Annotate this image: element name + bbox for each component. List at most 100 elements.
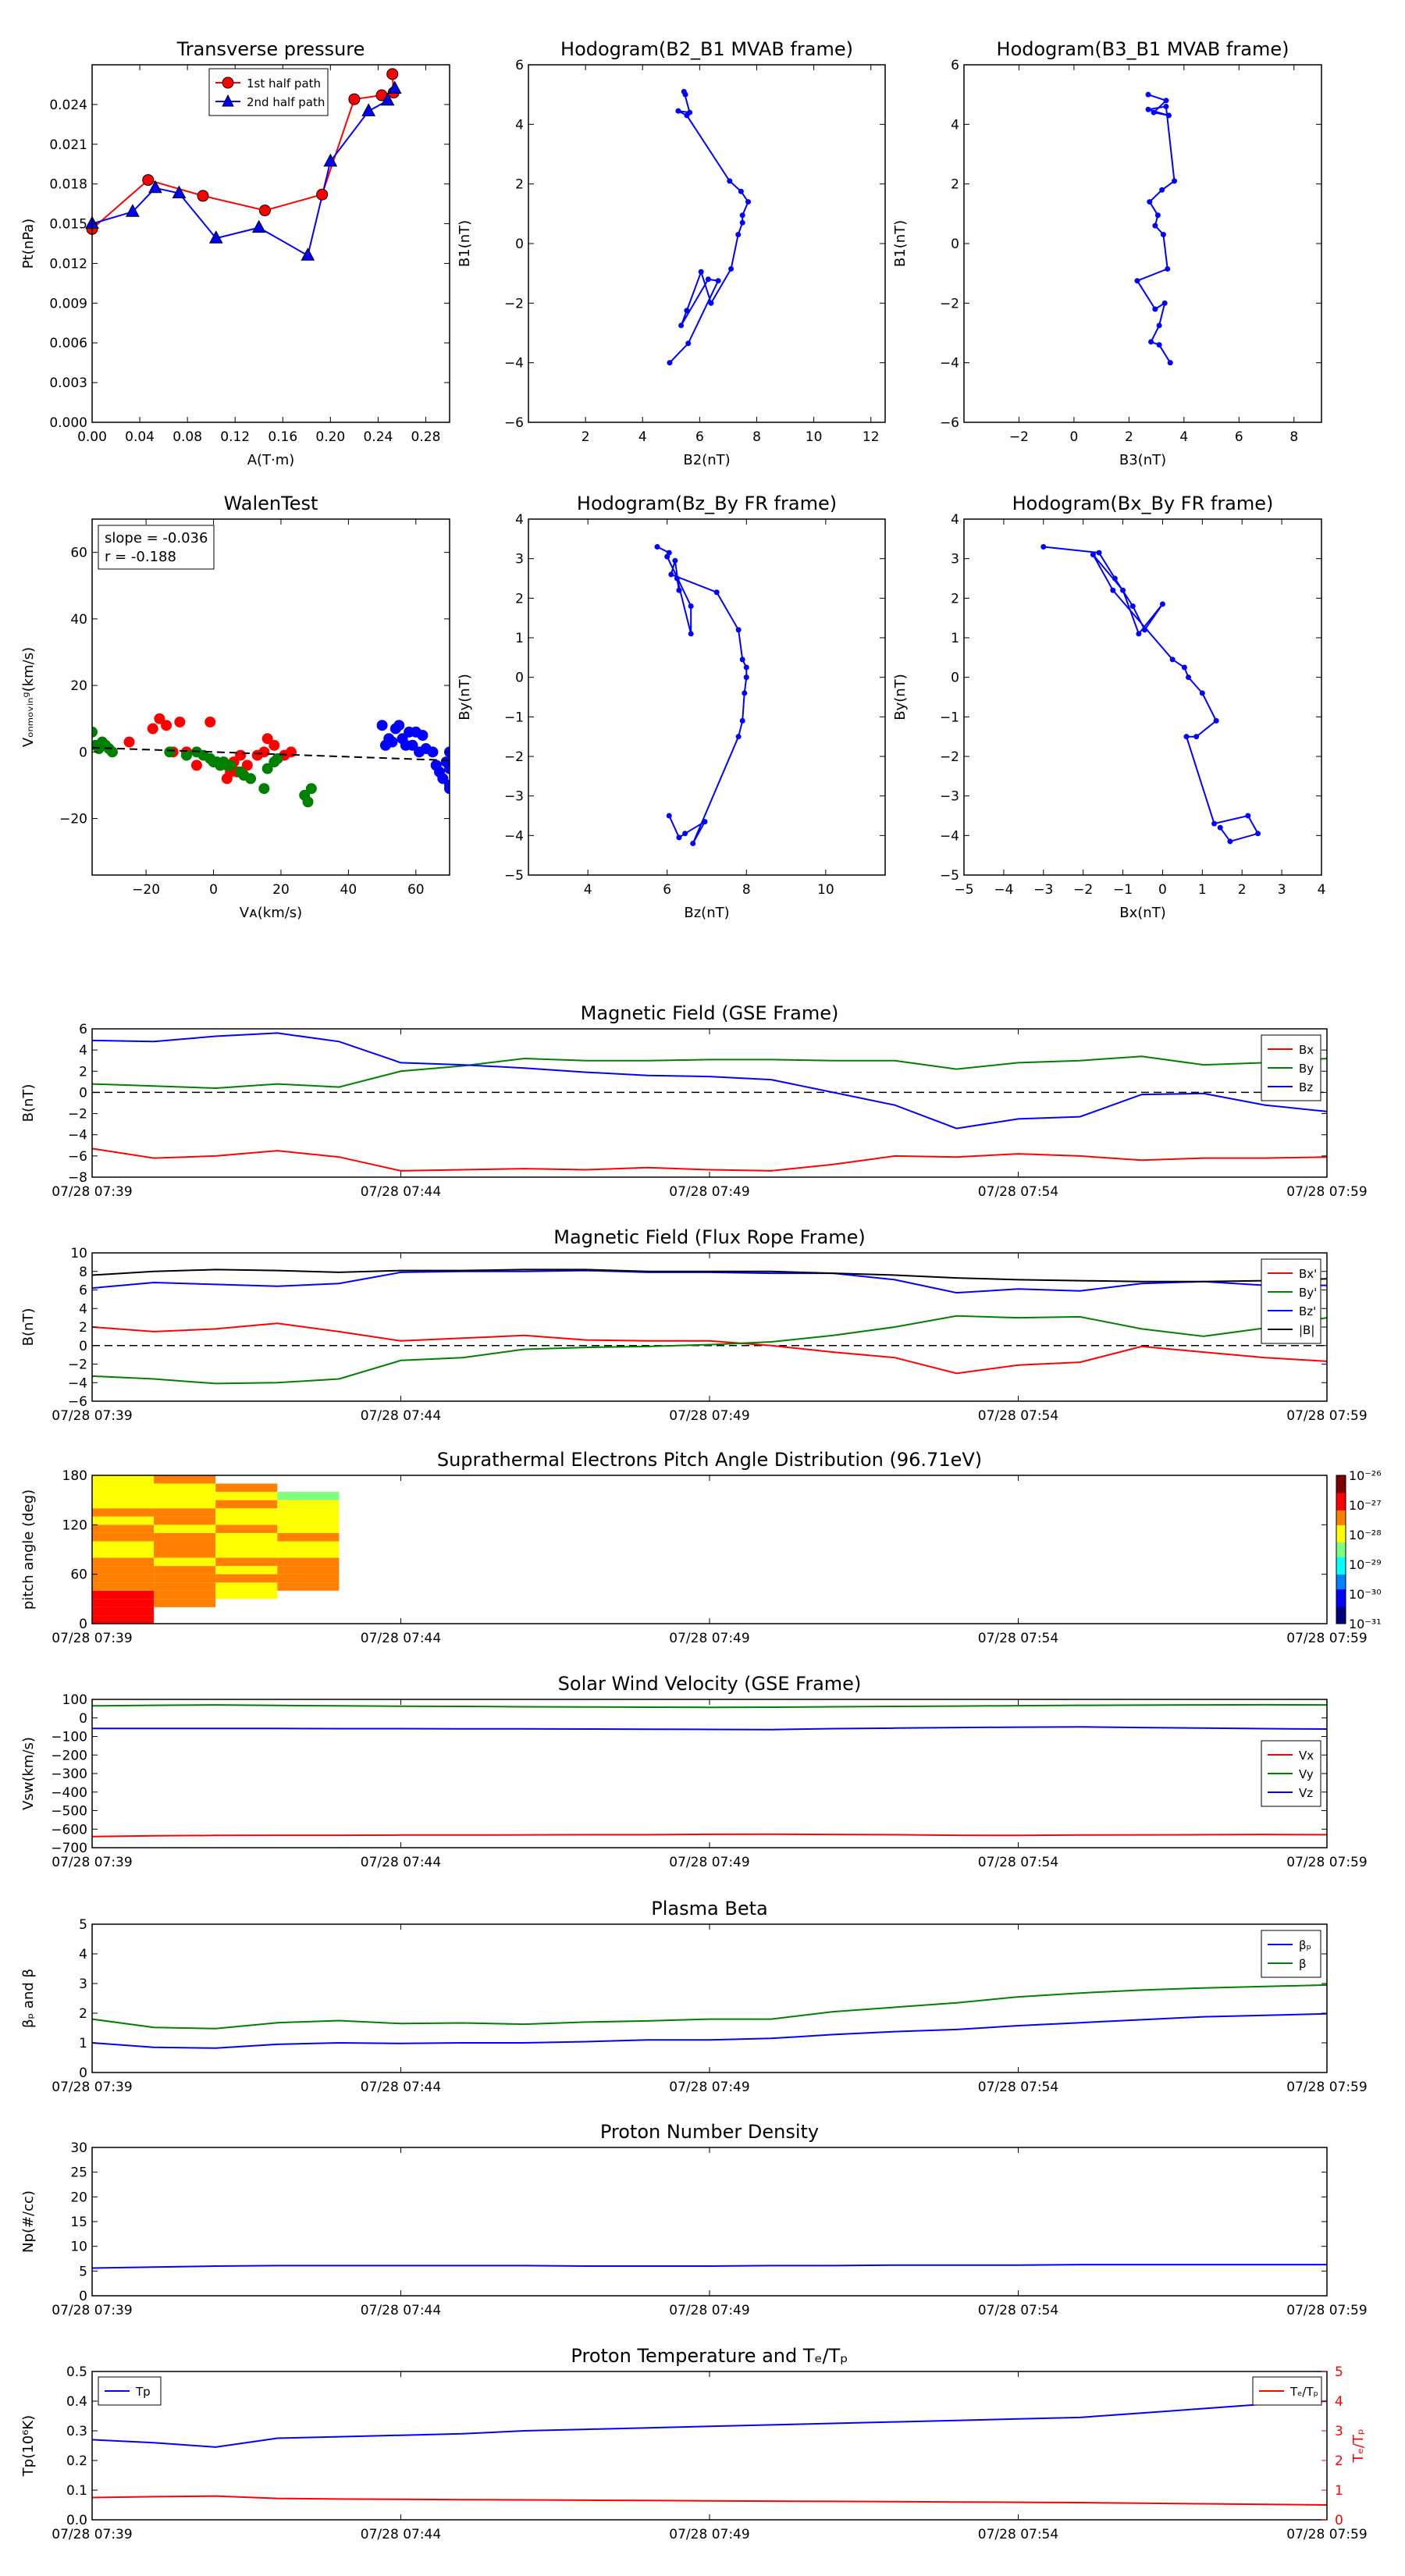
data-point	[713, 589, 720, 596]
data-point	[1156, 342, 1162, 348]
heatmap-cell	[215, 1590, 278, 1599]
data-point	[688, 603, 694, 609]
data-point	[1217, 824, 1223, 831]
time-tick-label: 07/28 07:49	[669, 2303, 749, 2318]
scatter-point	[261, 733, 273, 745]
heatmap-cell	[92, 1615, 155, 1624]
colorbar-cell	[1336, 1567, 1346, 1570]
colorbar-cell	[1336, 1482, 1346, 1486]
heatmap-cell	[92, 1590, 155, 1599]
colorbar-cell	[1336, 1532, 1346, 1535]
panel-np: Proton Number Density 0 5 10 15 20 25 30 07/28 0…	[20, 2121, 1368, 2318]
data-marker	[301, 247, 315, 261]
colorbar-cell	[1336, 1490, 1346, 1493]
data-point	[1255, 831, 1261, 837]
y-axis-label: By(nT)	[457, 674, 473, 720]
series-line-Bz'	[92, 1269, 1327, 1294]
time-tick-label: 07/28 07:49	[669, 1631, 749, 1646]
y-tick-label: −2	[940, 296, 959, 311]
colorbar-cell	[1336, 1478, 1346, 1481]
data-point	[742, 690, 748, 696]
y-tick-label: 4	[79, 1043, 87, 1059]
y-tick-label: 0.2	[66, 2453, 87, 2469]
y-tick-label: 0.000	[49, 415, 87, 431]
data-point	[1181, 664, 1187, 671]
y-tick-label: −1	[940, 710, 959, 725]
heatmap-cell	[215, 1508, 278, 1517]
y-tick-label: 25	[70, 2165, 87, 2181]
annotation-box	[98, 525, 215, 570]
x-axis-label: Bz(nT)	[684, 905, 729, 921]
data-point	[702, 819, 708, 825]
x-tick-label: 2	[1125, 429, 1133, 445]
plot-area	[92, 1703, 1327, 1838]
x-tick-label: 8	[1289, 429, 1298, 445]
heatmap-cell	[92, 1599, 155, 1607]
y-axis-label: Vₒₙₘₒᵥᵢₙᵍ(km/s)	[20, 647, 37, 747]
plot-frame	[91, 1028, 1328, 1178]
data-point	[738, 188, 744, 194]
y-tick-label: 6	[515, 58, 524, 73]
heatmap-cell	[154, 1516, 216, 1525]
plot-area	[92, 1984, 1327, 2049]
chart-title: Plasma Beta	[651, 1898, 767, 1920]
y-tick-label: −4	[940, 356, 959, 372]
y-tick-label: 0	[515, 671, 524, 686]
x-tick-label: 12	[863, 429, 880, 445]
time-tick-label: 07/28 07:54	[978, 2303, 1058, 2318]
y-axis-label: Tp(10⁶K)	[20, 2415, 37, 2477]
y-tick-label: 0	[79, 1085, 87, 1101]
colorbar-label: 10⁻²⁸	[1349, 1528, 1382, 1542]
scatter-point	[285, 746, 297, 758]
data-point	[1165, 112, 1172, 119]
data-point	[698, 269, 704, 275]
heatmap-cell	[92, 1492, 155, 1500]
y-tick-label: 10	[70, 1246, 87, 1261]
series-line-0	[1136, 94, 1176, 364]
colorbar-cell	[1336, 1485, 1346, 1489]
heatmap-cell	[92, 1566, 155, 1574]
y-tick-label: 0.3	[66, 2424, 87, 2439]
colorbar-cell	[1336, 1527, 1346, 1531]
colorbar-label: 10⁻²⁶	[1349, 1468, 1382, 1483]
y-tick-label: 0.021	[49, 137, 87, 153]
scatter-point	[180, 749, 192, 761]
data-marker	[172, 185, 187, 199]
y-tick-label: 6	[951, 58, 959, 73]
y-axis-label: B1(nT)	[892, 220, 909, 267]
data-point	[684, 112, 690, 119]
x-tick-label: −5	[954, 882, 973, 898]
y-tick-label: −6	[504, 415, 524, 431]
heatmap-cell	[215, 1566, 278, 1574]
heatmap-cell	[154, 1599, 216, 1607]
colorbar-cell	[1336, 1520, 1346, 1523]
heatmap-cell	[154, 1582, 216, 1591]
time-tick-label: 07/28 07:54	[978, 2527, 1058, 2542]
y-tick-label: 0.003	[49, 375, 87, 391]
time-tick-label: 07/28 07:59	[1286, 2527, 1367, 2542]
x-tick-label: 8	[752, 429, 761, 445]
heatmap-cell	[154, 1566, 216, 1574]
y-tick-label: 3	[515, 552, 524, 568]
x-tick-label: 4	[638, 429, 647, 445]
time-tick-label: 07/28 07:54	[978, 1408, 1058, 1424]
chart-title: Solar Wind Velocity (GSE Frame)	[558, 1673, 862, 1695]
y-axis-label: pitch angle (deg)	[20, 1489, 37, 1610]
heatmap-cell	[92, 1508, 155, 1517]
data-point	[685, 340, 692, 347]
legend-label: βₚ	[1299, 1938, 1311, 1952]
series-line-0	[1043, 546, 1260, 843]
y-tick-label: 0.015	[49, 217, 87, 233]
y-tick-label: 0.5	[66, 2364, 87, 2380]
colorbar-cell	[1336, 1596, 1346, 1599]
y-tick-label: 30	[70, 2140, 87, 2156]
data-point	[664, 553, 670, 560]
data-marker	[126, 204, 140, 217]
data-point	[1167, 360, 1173, 366]
scatter-point	[161, 720, 173, 731]
legend-label: Vx	[1299, 1749, 1314, 1763]
y-tick-label: 8	[79, 1265, 87, 1280]
colorbar-cell	[1336, 1579, 1346, 1582]
data-point	[672, 557, 678, 564]
